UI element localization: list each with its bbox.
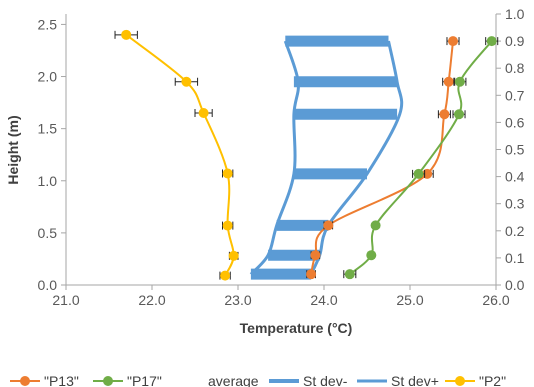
data-point-p17 bbox=[413, 168, 424, 179]
x-tick-label: 23.0 bbox=[224, 292, 251, 308]
y2-tick-label: 0.3 bbox=[505, 196, 525, 212]
data-point-p2 bbox=[198, 108, 209, 119]
x-tick-label: 26.0 bbox=[482, 292, 509, 308]
legend-label-p2: "P2" bbox=[479, 373, 506, 387]
y-tick-label: 1.0 bbox=[38, 173, 58, 189]
x-axis-title: Temperature (°C) bbox=[240, 320, 353, 336]
x-tick-label: 22.0 bbox=[138, 292, 165, 308]
data-point-p17 bbox=[344, 269, 355, 280]
data-point-p17 bbox=[454, 76, 465, 87]
x-tick-label: 21.0 bbox=[52, 292, 79, 308]
y2-tick-label: 0.6 bbox=[505, 114, 525, 130]
y-axis-title: Height (m) bbox=[5, 115, 21, 184]
stdev-minus-line bbox=[249, 40, 300, 276]
y-tick-label: 0.0 bbox=[38, 277, 58, 293]
y2-tick-label: 0.4 bbox=[505, 169, 525, 185]
legend-label-p13: "P13" bbox=[44, 373, 79, 387]
data-point-p2 bbox=[222, 220, 233, 231]
series-lines bbox=[125, 34, 493, 277]
data-point-p17 bbox=[370, 220, 381, 231]
y-tick-label: 2.5 bbox=[38, 16, 58, 32]
data-point-p2 bbox=[220, 270, 231, 281]
data-point-p13 bbox=[306, 269, 317, 280]
legend-label-p17: "P17" bbox=[127, 373, 162, 387]
data-point-p2 bbox=[228, 250, 239, 261]
data-point-p17 bbox=[366, 250, 377, 261]
stdev-band bbox=[249, 35, 404, 280]
y2-tick-label: 0.0 bbox=[505, 277, 525, 293]
legend: "P13" "P17" average St dev- St dev+ "P2" bbox=[10, 373, 506, 387]
y-tick-label: 0.5 bbox=[38, 225, 58, 241]
chart-ticks: 21.0 22.0 23.0 24.0 25.0 26.00.00.51.01.52.02… bbox=[38, 6, 525, 308]
legend-item-p13: "P13" bbox=[10, 373, 79, 387]
data-point-p13 bbox=[439, 109, 450, 120]
y2-tick-label: 0.7 bbox=[505, 87, 525, 103]
legend-item-p2: "P2" bbox=[479, 373, 506, 387]
legend-label-stdev-plus: St dev+ bbox=[391, 373, 439, 387]
y2-tick-label: 1.0 bbox=[505, 6, 525, 22]
data-point-p17 bbox=[454, 109, 465, 120]
data-point-p13 bbox=[323, 220, 334, 231]
legend-label-average: average bbox=[208, 373, 259, 387]
legend-item-p17: "P17" bbox=[93, 373, 162, 387]
data-point-p13 bbox=[310, 250, 321, 261]
data-point-p13 bbox=[443, 76, 454, 87]
y2-tick-label: 0.5 bbox=[505, 142, 525, 158]
x-tick-label: 24.0 bbox=[310, 292, 337, 308]
series-line-p17 bbox=[349, 40, 493, 275]
y2-tick-label: 0.8 bbox=[505, 60, 525, 76]
x-tick-label: 25.0 bbox=[396, 292, 423, 308]
y2-tick-label: 0.1 bbox=[505, 250, 525, 266]
data-point-p2 bbox=[121, 29, 132, 40]
legend-marker-p13 bbox=[20, 376, 30, 386]
legend-label-stdev-minus: St dev- bbox=[303, 373, 348, 387]
series-points bbox=[114, 29, 499, 281]
stdev-plus-line bbox=[309, 40, 404, 275]
chart-axes bbox=[65, 14, 497, 286]
y2-tick-label: 0.2 bbox=[505, 223, 525, 239]
legend-marker-p17 bbox=[103, 376, 113, 386]
y2-tick-label: 0.9 bbox=[505, 33, 525, 49]
legend-item-stdev-plus: St dev+ bbox=[391, 373, 475, 387]
legend-marker-p2 bbox=[455, 376, 465, 386]
data-point-p2 bbox=[181, 76, 192, 87]
data-point-p17 bbox=[486, 36, 497, 47]
y-tick-label: 2.0 bbox=[38, 69, 58, 85]
data-point-p2 bbox=[222, 168, 233, 179]
legend-item-stdev-minus: St dev- bbox=[303, 373, 387, 387]
y-tick-label: 1.5 bbox=[38, 121, 58, 137]
data-point-p13 bbox=[448, 36, 458, 47]
series-line-p2 bbox=[125, 34, 235, 277]
legend-item-average: average bbox=[208, 373, 299, 387]
